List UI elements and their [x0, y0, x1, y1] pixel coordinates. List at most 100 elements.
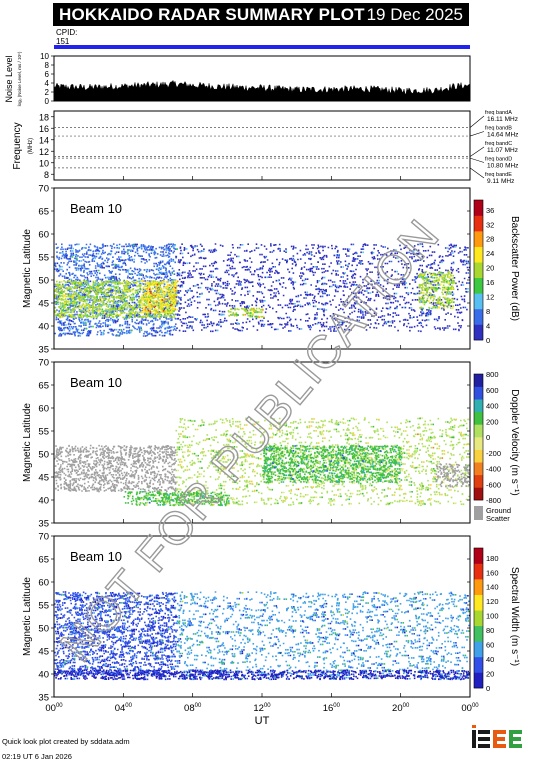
colorbar-tick-label: 600 [486, 386, 499, 395]
data-region-variation [235, 311, 259, 318]
colorbar-tick-label: 100 [486, 612, 499, 621]
ground-scatter-region [54, 444, 177, 493]
time-axis: 0000 0400 0800 1200 1600 2000 0000 [45, 97, 479, 714]
latitude-tick-label: 65 [38, 381, 49, 392]
data-region-variation [131, 491, 230, 506]
latitude-axis-label: Magnetic Latitude [22, 403, 33, 482]
colorbar-segment [474, 437, 483, 450]
latitude-tick-label: 65 [38, 555, 49, 566]
radar-panel-2: 35 40 45 50 55 60 65 70 Magnetic Latitude Beam 10… [22, 358, 520, 530]
data-region-variation [148, 501, 151, 504]
colorbar-tick-label: 60 [486, 641, 494, 650]
colorbar-tick-label: 24 [486, 249, 494, 258]
beam-label: Beam 10 [70, 201, 122, 216]
data-region [175, 417, 470, 507]
latitude-tick-label: 35 [38, 519, 49, 530]
frequency-band-connector [469, 115, 485, 128]
noise-tick-label: 6 [45, 70, 50, 79]
data-region-variation [56, 280, 177, 319]
frequency-band-connector [469, 157, 485, 163]
radar-scatter-layer [54, 591, 470, 681]
time-tick-label: 0000 [45, 703, 63, 714]
colorbar-segment [474, 424, 483, 438]
colorbar-frame [473, 373, 484, 501]
colorbar-segment [474, 374, 483, 387]
colorbar-label: Doppler Velocity (m s⁻¹) [509, 389, 520, 495]
latitude-tick-label: 70 [38, 358, 49, 369]
data-region [123, 490, 229, 507]
data-region-variation [59, 280, 176, 318]
latitude-tick-label: 45 [38, 473, 49, 484]
colorbar-tick-label: 40 [486, 655, 494, 664]
latitude-tick-label: 60 [38, 404, 49, 415]
x-axis-label: UT [255, 715, 270, 727]
latitude-tick-label: 50 [38, 450, 49, 461]
frequency-band-value: 9.11 MHz [487, 178, 514, 185]
data-region [54, 591, 177, 676]
header-bar: HOKKAIDO RADAR SUMMARY PLOT 19 Dec 2025 [53, 3, 469, 26]
colorbar-segment [474, 277, 483, 294]
beam-label: Beam 10 [70, 375, 122, 390]
latitude-axis-label: Magnetic Latitude [22, 577, 33, 656]
cpid-label: CPID: [56, 28, 77, 37]
colorbar-segment [474, 625, 483, 642]
colorbar-tick-label: 16 [486, 278, 494, 287]
footer-timestamp: 02:19 UT 6 Jan 2026 [2, 752, 72, 761]
colorbar-segment [474, 262, 483, 279]
colorbar-label: Spectral Width (m s⁻¹) [509, 567, 520, 666]
frequency-band-value: 10.80 MHz [487, 163, 518, 170]
time-tick-label: 2000 [392, 703, 410, 714]
colorbar-tick-label: 400 [486, 402, 499, 411]
frequency-tick-label: 16 [39, 124, 49, 134]
ground-scatter-region [435, 463, 470, 488]
colorbar-tick-label: 36 [486, 206, 494, 215]
data-region-variation [57, 280, 178, 318]
frequency-band-name: freq bandD [485, 157, 512, 163]
time-tick-label: 1200 [253, 703, 271, 714]
colorbar-segment [474, 293, 483, 310]
latitude-tick-label: 50 [38, 624, 49, 635]
data-region-variation [56, 669, 470, 681]
data-region [262, 444, 403, 484]
colorbar-segment [474, 579, 483, 595]
radar-panel-3: 35 40 45 50 55 60 65 70 Magnetic Latitude Beam 10… [22, 532, 520, 704]
colorbar-tick-label: 800 [486, 370, 499, 379]
latitude-tick-label: 40 [38, 496, 49, 507]
noise-tick-label: 8 [45, 61, 50, 70]
noise-ylabel: Noise Level [4, 55, 14, 102]
colorbar-tick-label: -800 [486, 496, 501, 505]
noise-level-trace [53, 79, 471, 102]
colorbar-tick-label: 12 [486, 293, 494, 302]
colorbar-tick-label: 20 [486, 264, 494, 273]
colorbar-segment [474, 594, 483, 611]
footer-credit: Quick look plot created by sddata.adm [2, 737, 130, 746]
frequency-tick-label: 18 [39, 112, 49, 122]
colorbar-segment [474, 324, 483, 341]
data-region-variation [266, 445, 402, 484]
noise-tick-label: 10 [40, 52, 49, 61]
colorbar-segment [474, 386, 483, 400]
latitude-tick-label: 55 [38, 601, 49, 612]
frequency-band-connector [469, 167, 485, 179]
data-region [175, 591, 470, 681]
time-tick-label: 0000 [461, 703, 479, 714]
data-region-variation [421, 271, 455, 310]
frequency-band-name: freq bandC [485, 141, 512, 147]
colorbar-segment [474, 672, 483, 689]
time-tick-label: 1600 [323, 703, 341, 714]
colorbar-tick-label: 0 [486, 684, 490, 693]
colorbar-tick-label: 4 [486, 322, 490, 331]
colorbar-tick-label: 80 [486, 626, 494, 635]
isee-logo [472, 725, 522, 748]
colorbar-tick-label: 0 [486, 336, 490, 345]
noise-ylabel-sub: log₀ (Noise Level, ms / 10⁶) [17, 51, 22, 106]
data-region-variation [264, 445, 403, 484]
latitude-tick-label: 45 [38, 647, 49, 658]
frequency-frame [53, 110, 471, 181]
radar-scatter-layer [54, 243, 470, 337]
time-tick-label: 0400 [115, 703, 133, 714]
